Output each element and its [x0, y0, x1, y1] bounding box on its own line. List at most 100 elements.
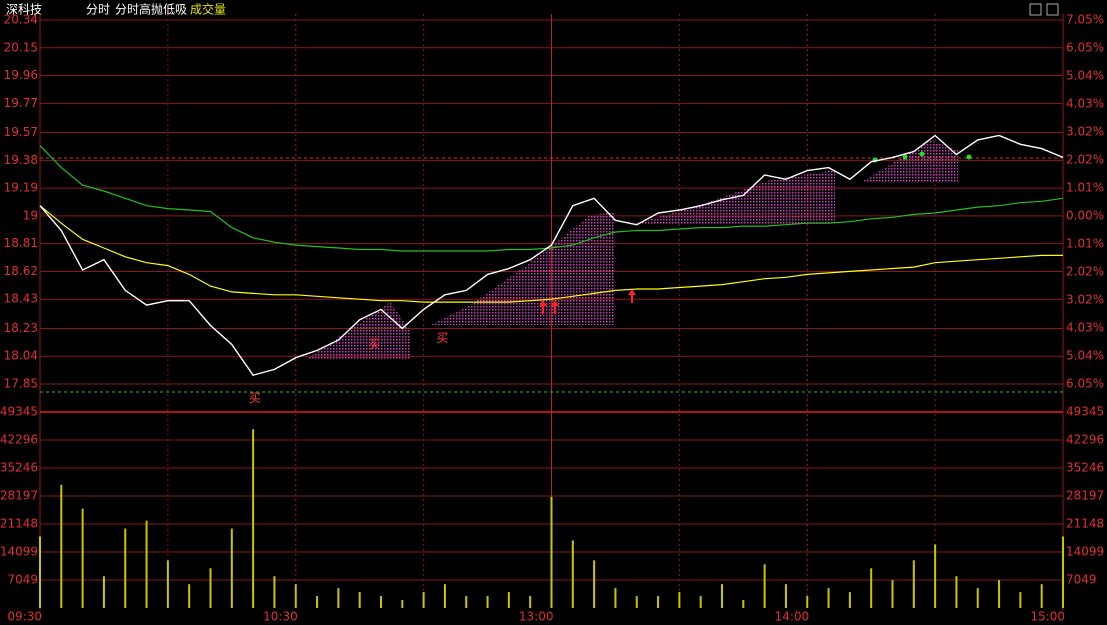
volume-bar [316, 596, 319, 608]
y2-tick-label: 1.01% [1066, 236, 1104, 250]
y2-tick-label: 4.03% [1066, 320, 1104, 334]
volume-bar [294, 584, 297, 608]
volume-bar [1019, 592, 1022, 608]
y-tick-label: 19.19 [4, 181, 38, 195]
volume-bar [102, 576, 105, 608]
y-tick-label: 20.34 [4, 13, 38, 27]
volume-bar [422, 592, 425, 608]
volume-bar [742, 600, 745, 608]
volume-tick-label: 28197 [0, 489, 38, 503]
arrow [551, 300, 559, 314]
volume-bar [614, 588, 617, 608]
x-tick-label: 15:00 [1030, 610, 1065, 624]
volume-tick-label: 28197 [1066, 489, 1104, 503]
y2-tick-label: 2.02% [1066, 152, 1104, 166]
y2-tick-label: 1.01% [1066, 180, 1104, 194]
y2-tick-label: 4.03% [1066, 96, 1104, 110]
dot [966, 154, 972, 160]
volume-bar [337, 588, 340, 608]
y-tick-label: 18.04 [4, 349, 38, 363]
volume-bar [443, 584, 446, 608]
signal-area [860, 140, 958, 183]
volume-bar [60, 484, 63, 608]
volume-bar [635, 596, 638, 608]
volume-bar [486, 596, 489, 608]
x-tick-label: 10:30 [263, 610, 298, 624]
volume-bar [784, 584, 787, 608]
y-tick-label: 18.23 [4, 321, 38, 335]
volume-bar [955, 576, 958, 608]
volume-bar [401, 600, 404, 608]
indicator-label: 分时 [86, 3, 110, 17]
volume-bar [39, 536, 41, 608]
volume-bar [998, 580, 1001, 608]
dots [872, 151, 972, 163]
volume-bar [529, 596, 532, 608]
volume-bar [912, 560, 915, 608]
volume-bar [252, 429, 255, 608]
y-tick-label: 18.81 [4, 236, 38, 250]
volume-tick-label: 7049 [7, 573, 38, 587]
x-tick-label: 14:00 [775, 610, 810, 624]
y2-tick-label: 6.05% [1066, 377, 1104, 391]
volume-bar [380, 596, 382, 608]
volume-tick-label: 42296 [1066, 432, 1104, 446]
volume-bar [699, 596, 702, 608]
dot [902, 154, 908, 160]
annotation: 买 [436, 331, 448, 345]
y2-tick-label: 2.02% [1066, 265, 1104, 279]
volume-bar [891, 580, 894, 608]
annotation: 买 [249, 391, 261, 405]
y-tick-label: 17.85 [4, 377, 38, 391]
volume-bar [593, 560, 596, 608]
y2-tick-label: 0.00% [1066, 208, 1104, 222]
volume-bar [1062, 536, 1064, 608]
volume-bar [145, 520, 148, 608]
y-tick-label: 19.38 [4, 153, 38, 167]
x-tick-label: 13:00 [519, 610, 554, 624]
y2-tick-label: 3.02% [1066, 124, 1104, 138]
volume-bar [571, 540, 574, 608]
y-tick-label: 19 [23, 208, 38, 222]
arrows [539, 289, 636, 314]
volume-bar [209, 568, 212, 608]
volume-bar [657, 596, 660, 608]
volume-bar [806, 596, 809, 608]
volume-bar [507, 592, 510, 608]
y-tick-label: 20.15 [4, 40, 38, 54]
x-tick-label: 09:30 [7, 610, 42, 624]
volume-tick-label: 49345 [0, 405, 38, 419]
volume-bar [124, 528, 127, 608]
arrow [628, 289, 636, 303]
price-line [39, 205, 1063, 303]
price-line [39, 134, 1064, 377]
volume-tick-label: 35246 [1066, 461, 1104, 475]
volume-bar [550, 496, 553, 608]
volume-bar [465, 596, 468, 608]
y-tick-label: 18.62 [4, 264, 38, 278]
volume-tick-label: 21148 [0, 516, 38, 530]
volume-tick-label: 14099 [0, 544, 38, 558]
volume-tick-label: 42296 [0, 432, 38, 446]
volume-bar [827, 588, 830, 608]
volume-bar [1040, 584, 1043, 608]
volume-bar [358, 592, 361, 608]
zoom-button[interactable] [1029, 3, 1042, 16]
y2-tick-label: 5.04% [1066, 348, 1104, 362]
volume-tick-label: 35246 [0, 461, 38, 475]
signal-area [305, 302, 410, 360]
volume-bar [763, 564, 766, 608]
chart-title: 深科技 [6, 3, 42, 17]
settings-button[interactable] [1046, 3, 1059, 16]
volume-bar [976, 588, 979, 608]
volume-tick-label: 7049 [1066, 573, 1097, 587]
price-line [39, 145, 1064, 252]
volume-bar [870, 568, 873, 608]
indicator-label: 成交量 [190, 2, 226, 17]
y2-tick-label: 6.05% [1066, 40, 1104, 54]
volume-bar [230, 528, 233, 608]
dot [919, 151, 925, 157]
y-tick-label: 19.57 [4, 125, 38, 139]
